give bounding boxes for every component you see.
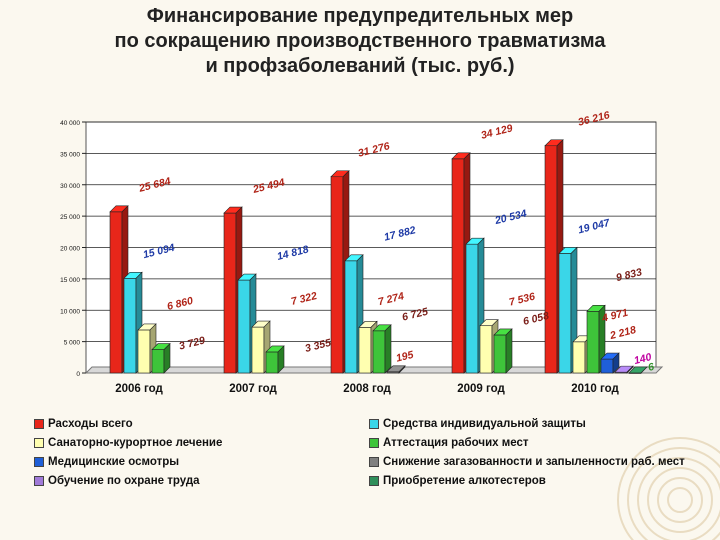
bar (123, 271, 143, 374)
legend-swatch (369, 438, 379, 448)
legend-swatch (369, 476, 379, 486)
legend-swatch (34, 438, 44, 448)
y-tick-label: 5 000 (64, 340, 81, 347)
bar (372, 324, 392, 374)
y-tick-label: 30 000 (60, 183, 80, 190)
bar-front (251, 326, 265, 374)
legend-swatch (34, 476, 44, 486)
bar-side (612, 352, 620, 374)
bar-front (358, 327, 372, 374)
data-label: 140 (633, 351, 653, 367)
legend-swatch (369, 419, 379, 429)
y-tick-label: 35 000 (60, 151, 80, 158)
legend-item: Обучение по охране труда (34, 475, 200, 487)
bar-front (451, 158, 465, 374)
bar-side (398, 365, 406, 374)
bar-side (384, 324, 392, 374)
data-label: 195 (395, 349, 415, 365)
legend-label: Снижение загазованности и запыленности р… (383, 456, 685, 468)
y-tick-label: 25 000 (60, 214, 80, 221)
legend-swatch (369, 457, 379, 467)
legend-label: Средства индивидуальной защиты (383, 418, 586, 430)
bar-front (558, 253, 572, 374)
bar (586, 304, 606, 374)
bar-front (479, 325, 493, 374)
x-tick-label: 2009 год (457, 383, 505, 395)
bar-front (600, 358, 614, 374)
bar-front (151, 349, 165, 374)
bar-side (163, 342, 171, 374)
x-tick-label: 2007 год (229, 383, 277, 395)
bar (614, 365, 634, 374)
bar-front (109, 211, 123, 374)
bar-side (626, 365, 634, 374)
bar-front (465, 243, 479, 374)
bar-front (330, 176, 344, 374)
y-tick-label: 15 000 (60, 277, 80, 284)
legend-swatch (34, 457, 44, 467)
x-tick-label: 2006 год (115, 383, 163, 395)
legend-label: Аттестация рабочих мест (383, 437, 529, 449)
bar-front (493, 334, 507, 374)
chart-title-line-2: по сокращению производственного травмати… (114, 30, 606, 52)
bar-front (572, 341, 586, 374)
legend-item: Аттестация рабочих мест (369, 437, 529, 449)
decorative-swirl (617, 437, 720, 540)
bar-front (137, 329, 151, 374)
bar (493, 328, 513, 374)
bar-front (123, 277, 137, 374)
data-label: 6 (647, 361, 656, 374)
y-tick-label: 0 (76, 371, 80, 378)
bar-front (223, 212, 237, 374)
bar (386, 365, 406, 374)
legend-item: Снижение загазованности и запыленности р… (369, 456, 685, 468)
legend-label: Обучение по охране труда (48, 475, 200, 487)
bar-chart: 0 5 000 10 000 15 000 20 000 25 000 30 000 35 0… (60, 109, 664, 395)
bar (151, 342, 171, 374)
bar-front (344, 260, 358, 374)
legend-item: Средства индивидуальной защиты (369, 418, 586, 430)
bar-side (640, 366, 648, 374)
legend-label: Медицинские осмотры (48, 456, 180, 468)
legend-swatch (34, 419, 44, 429)
bar-front (237, 279, 251, 374)
bar-side (505, 328, 513, 374)
y-tick-label: 20 000 (60, 246, 80, 253)
y-tick-label: 40 000 (60, 120, 80, 127)
bar-front (586, 310, 600, 374)
legend-label: Приобретение алкотестеров (383, 475, 546, 487)
bar (600, 352, 620, 374)
bar (628, 366, 648, 374)
legend-item: Санаторно-курортное лечение (34, 437, 222, 449)
bar-front (265, 351, 279, 374)
bar (265, 345, 285, 374)
legend-item: Приобретение алкотестеров (369, 475, 546, 487)
chart-legend: Расходы всего Средства индивидуальной защ… (34, 418, 704, 498)
legend-label: Санаторно-курортное лечение (48, 437, 223, 449)
legend-item: Расходы всего (34, 418, 133, 430)
bar-front (372, 330, 386, 374)
bar-side (277, 345, 285, 374)
bar (237, 273, 257, 374)
bar-front (544, 145, 558, 374)
legend-item: Медицинские осмотры (34, 456, 179, 468)
x-tick-label: 2010 год (571, 383, 619, 395)
y-tick-label: 10 000 (60, 308, 80, 315)
chart-title-line-3: и профзаболеваний (тыс. руб.) (205, 55, 515, 77)
legend-label: Расходы всего (48, 418, 133, 430)
x-tick-label: 2008 год (343, 383, 391, 395)
chart-title: Финансирование предупредительных мер по … (0, 4, 720, 79)
chart-title-line-1: Финансирование предупредительных мер (146, 5, 574, 27)
